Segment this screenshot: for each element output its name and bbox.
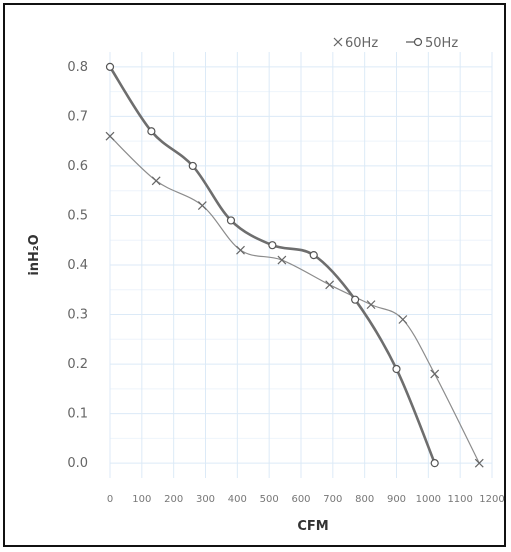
y-tick-label: 0.7 — [67, 109, 88, 124]
y-tick-label: 0.8 — [67, 60, 88, 75]
data-point — [236, 245, 245, 255]
legend-label: 50Hz — [425, 36, 458, 51]
data-point — [105, 131, 115, 141]
x-axis-ticks: 0 100 200 300 400 500 600 700 800 900 1000 1100 1200 — [107, 494, 505, 505]
x-tick-label: 500 — [260, 494, 279, 505]
x-tick-label: 200 — [164, 494, 183, 505]
series-points — [105, 62, 484, 468]
y-tick-label: 0.6 — [67, 159, 88, 174]
data-point — [474, 458, 484, 468]
data-point — [277, 255, 287, 265]
chart-frame — [3, 3, 506, 547]
x-tick-label: 1000 — [416, 494, 441, 505]
data-point — [105, 62, 115, 71]
x-tick-label: 900 — [387, 494, 406, 505]
data-point — [309, 250, 318, 260]
y-tick-label: 0.3 — [67, 308, 88, 323]
data-point — [188, 161, 197, 171]
legend: 60Hz 50Hz — [333, 36, 458, 51]
y-axis-ticks: 0.0 0.1 0.2 0.3 0.4 0.5 0.6 0.7 0.8 — [67, 60, 88, 471]
data-point — [147, 127, 156, 136]
y-tick-label: 0.4 — [67, 258, 88, 273]
x-tick-label: 700 — [323, 494, 342, 505]
data-point — [392, 364, 401, 374]
x-tick-label: 0 — [107, 494, 113, 505]
y-tick-label: 0.5 — [67, 208, 88, 223]
data-point — [398, 315, 408, 324]
grid — [109, 52, 493, 478]
data-point — [430, 459, 439, 468]
x-tick-label: 400 — [228, 494, 247, 505]
data-point — [268, 241, 277, 250]
x-tick-label: 1100 — [447, 494, 472, 505]
x-tick-label: 1200 — [479, 494, 504, 505]
y-axis-title: inH₂O — [27, 234, 42, 275]
data-point — [351, 295, 360, 304]
data-point — [151, 176, 161, 186]
y-tick-label: 0.0 — [67, 456, 88, 471]
legend-item: 60Hz — [333, 36, 378, 51]
legend-marker-o — [413, 37, 423, 47]
data-point — [366, 300, 376, 310]
y-tick-label: 0.2 — [67, 357, 88, 372]
x-tick-label: 100 — [132, 494, 151, 505]
data-point — [197, 201, 207, 210]
x-tick-label: 300 — [196, 494, 215, 505]
data-point — [325, 280, 335, 290]
data-point — [430, 369, 440, 379]
x-axis-title: CFM — [297, 519, 328, 534]
x-tick-label: 600 — [291, 494, 310, 505]
series-line-0 — [109, 135, 480, 464]
x-tick-label: 800 — [355, 494, 374, 505]
data-point — [226, 216, 236, 225]
legend-item: 50Hz — [406, 36, 458, 51]
legend-label: 60Hz — [345, 36, 378, 51]
y-tick-label: 0.1 — [67, 407, 88, 422]
